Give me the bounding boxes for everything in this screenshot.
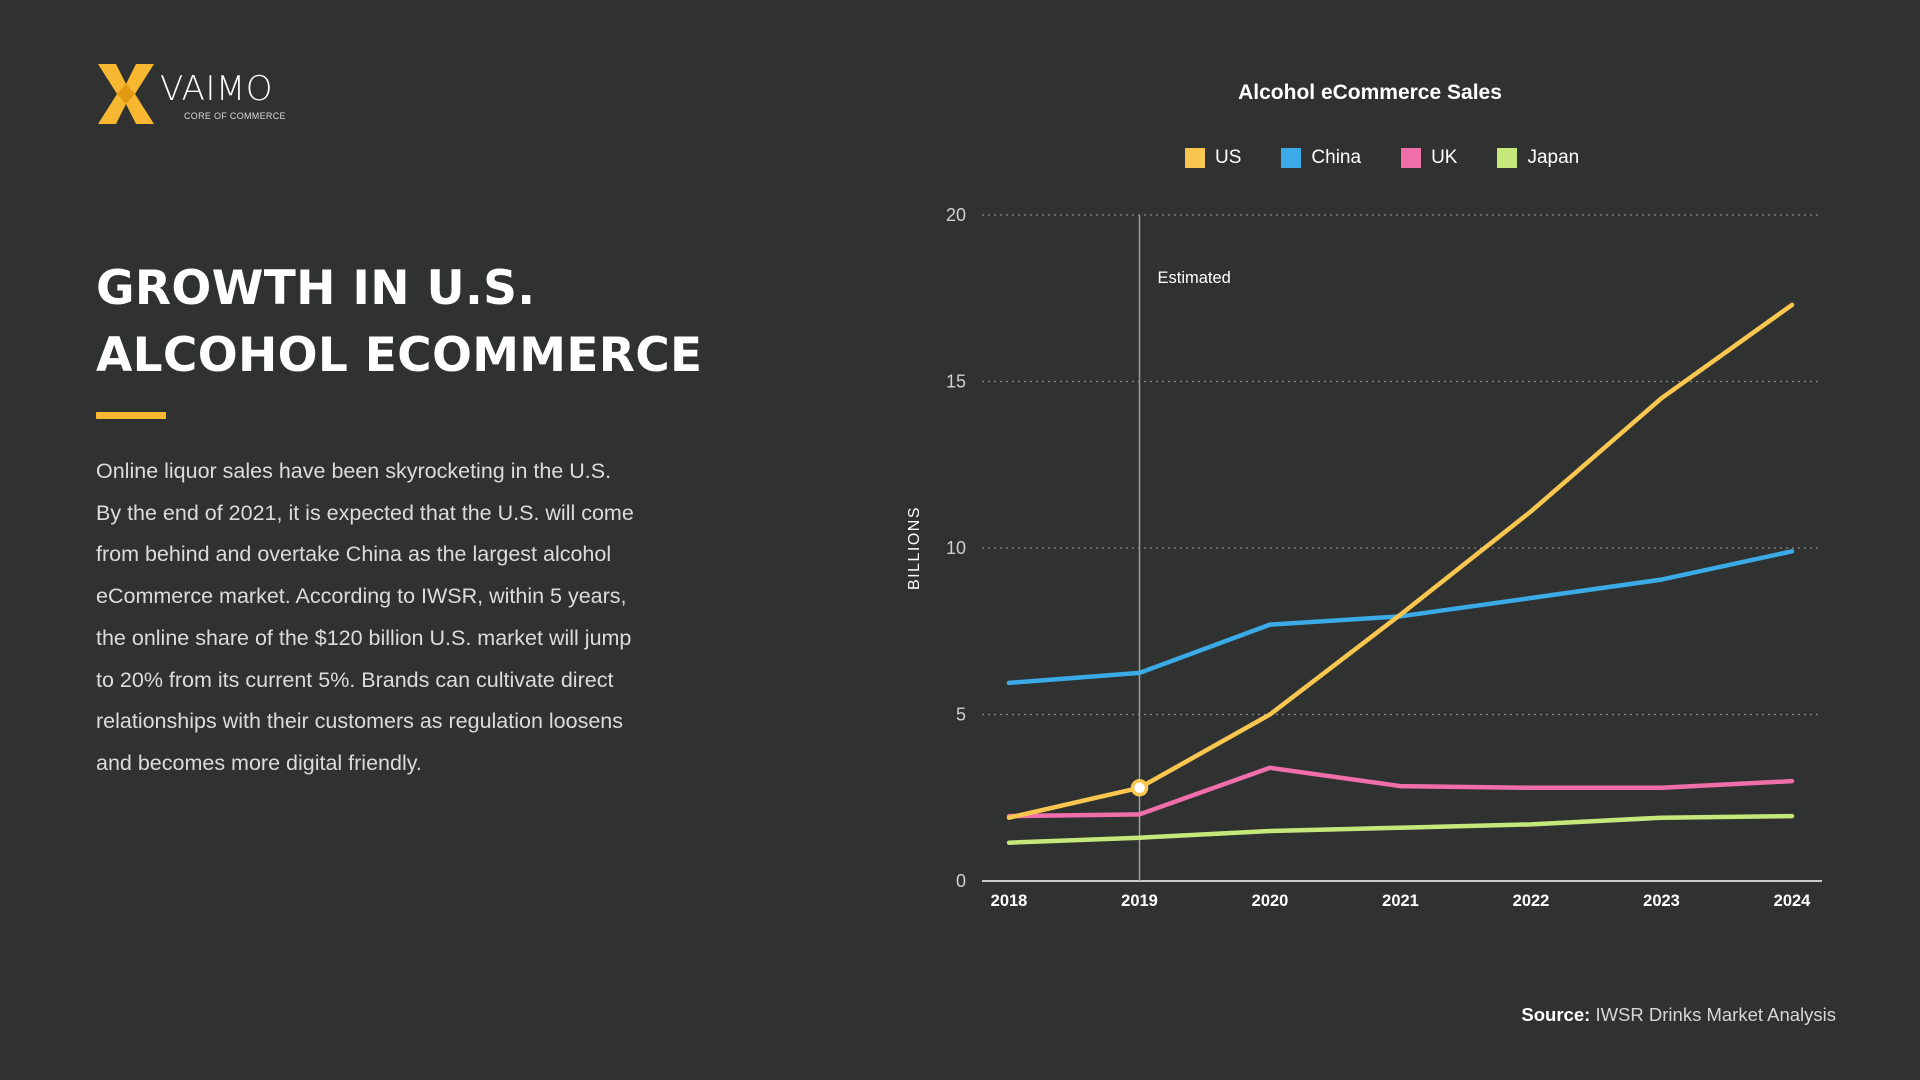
y-tick-label: 10	[946, 538, 966, 558]
accent-divider	[96, 412, 166, 419]
series-line-japan	[1006, 813, 1795, 845]
x-mark-icon	[98, 64, 154, 124]
estimated-annotation: Estimated	[1158, 269, 1231, 287]
title-line-2: ALCOHOL ECOMMERCE	[96, 328, 703, 383]
legend-swatch-china	[1281, 148, 1302, 168]
legend-label-china: China	[1311, 147, 1362, 168]
legend-label-japan: Japan	[1527, 147, 1580, 168]
x-tick-label: 2021	[1382, 892, 1419, 910]
y-axis-label: BILLIONS	[906, 506, 923, 590]
body-line: eCommerce market. According to IWSR, wit…	[96, 584, 627, 609]
y-tick-label: 0	[956, 871, 966, 891]
series-line-uk	[1006, 765, 1795, 819]
legend-swatch-japan	[1497, 148, 1518, 168]
brand-tagline: CORE OF COMMERCE	[184, 111, 286, 121]
body-line: to 20% from its current 5%. Brands can c…	[96, 667, 614, 692]
body-line: Online liquor sales have been skyrocketi…	[96, 459, 612, 483]
body-line: and becomes more digital friendly.	[96, 750, 422, 775]
y-tick-label: 15	[946, 372, 966, 392]
brand-name: VAIMO	[160, 69, 273, 109]
vaimo-logo: VAIMO CORE OF COMMERCE	[96, 62, 296, 130]
legend-label-us: US	[1215, 147, 1242, 168]
page-title: GROWTH IN U.S. ALCOHOL ECOMMERCE	[96, 255, 716, 389]
legend-item-china: China	[1281, 147, 1361, 169]
x-tick-label: 2024	[1774, 892, 1812, 910]
legend-item-japan: Japan	[1497, 147, 1579, 169]
legend-label-uk: UK	[1431, 147, 1458, 168]
legend-item-us: US	[1185, 147, 1241, 169]
title-line-1: GROWTH IN U.S.	[96, 261, 536, 316]
chart-title: Alcohol eCommerce Sales	[1238, 81, 1502, 104]
body-line: relationships with their customers as re…	[96, 709, 624, 734]
x-tick-label: 2018	[991, 892, 1028, 910]
chart-legend: US China UK Japan	[1185, 146, 1619, 170]
body-line: from behind and overtake China as the la…	[96, 542, 612, 567]
body-paragraph: Online liquor sales have been skyrocketi…	[96, 451, 696, 785]
source-note: Source: IWSR Drinks Market Analysis	[1521, 1004, 1836, 1026]
x-tick-label: 2020	[1252, 892, 1289, 910]
legend-swatch-uk	[1401, 148, 1422, 168]
body-line: By the end of 2021, it is expected that …	[96, 500, 634, 525]
highlight-point-marker	[1130, 779, 1149, 797]
body-line: the online share of the $120 billion U.S…	[96, 625, 632, 650]
y-tick-label: 20	[946, 205, 966, 225]
legend-swatch-us	[1185, 148, 1205, 168]
source-label: Source:	[1521, 1004, 1591, 1025]
legend-item-uk: UK	[1401, 147, 1457, 169]
x-tick-label: 2022	[1513, 892, 1550, 910]
x-tick-label: 2023	[1643, 892, 1680, 910]
y-tick-label: 5	[956, 705, 966, 725]
x-tick-label: 2019	[1121, 892, 1158, 910]
source-text: IWSR Drinks Market Analysis	[1595, 1004, 1836, 1025]
